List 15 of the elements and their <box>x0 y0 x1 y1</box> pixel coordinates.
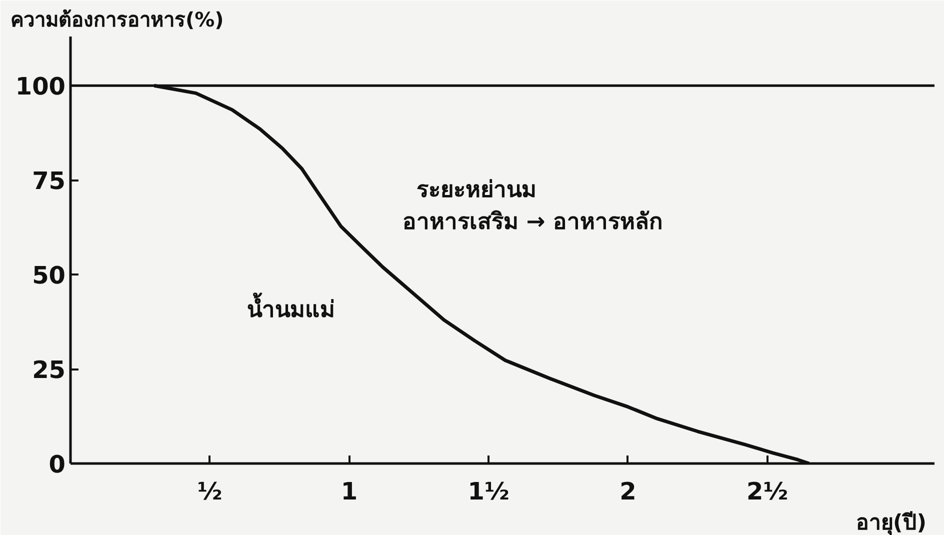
y-tick-label: 100 <box>15 72 66 101</box>
annotation: อาหารเสริม → อาหารหลัก <box>402 209 664 236</box>
x-tick-label: 2 <box>620 478 636 506</box>
y-tick-label: 75 <box>32 167 66 196</box>
x-tick-label: 2½ <box>746 478 788 506</box>
y-tick-label: 50 <box>32 262 66 290</box>
y-tick-label: 0 <box>48 450 66 478</box>
x-tick-label: 1 <box>340 478 358 506</box>
y-axis-title: ความต้องการอาหาร(%) <box>10 8 224 32</box>
x-axis-title: อายุ(ปี) <box>856 510 927 535</box>
y-tick-label: 25 <box>32 356 66 384</box>
x-tick-label: ½ <box>197 478 222 506</box>
annotation: น้ำนมแม่ <box>246 292 335 323</box>
annotation: ระยะหย่านม <box>416 177 537 204</box>
x-tick-label: 1½ <box>468 478 510 506</box>
